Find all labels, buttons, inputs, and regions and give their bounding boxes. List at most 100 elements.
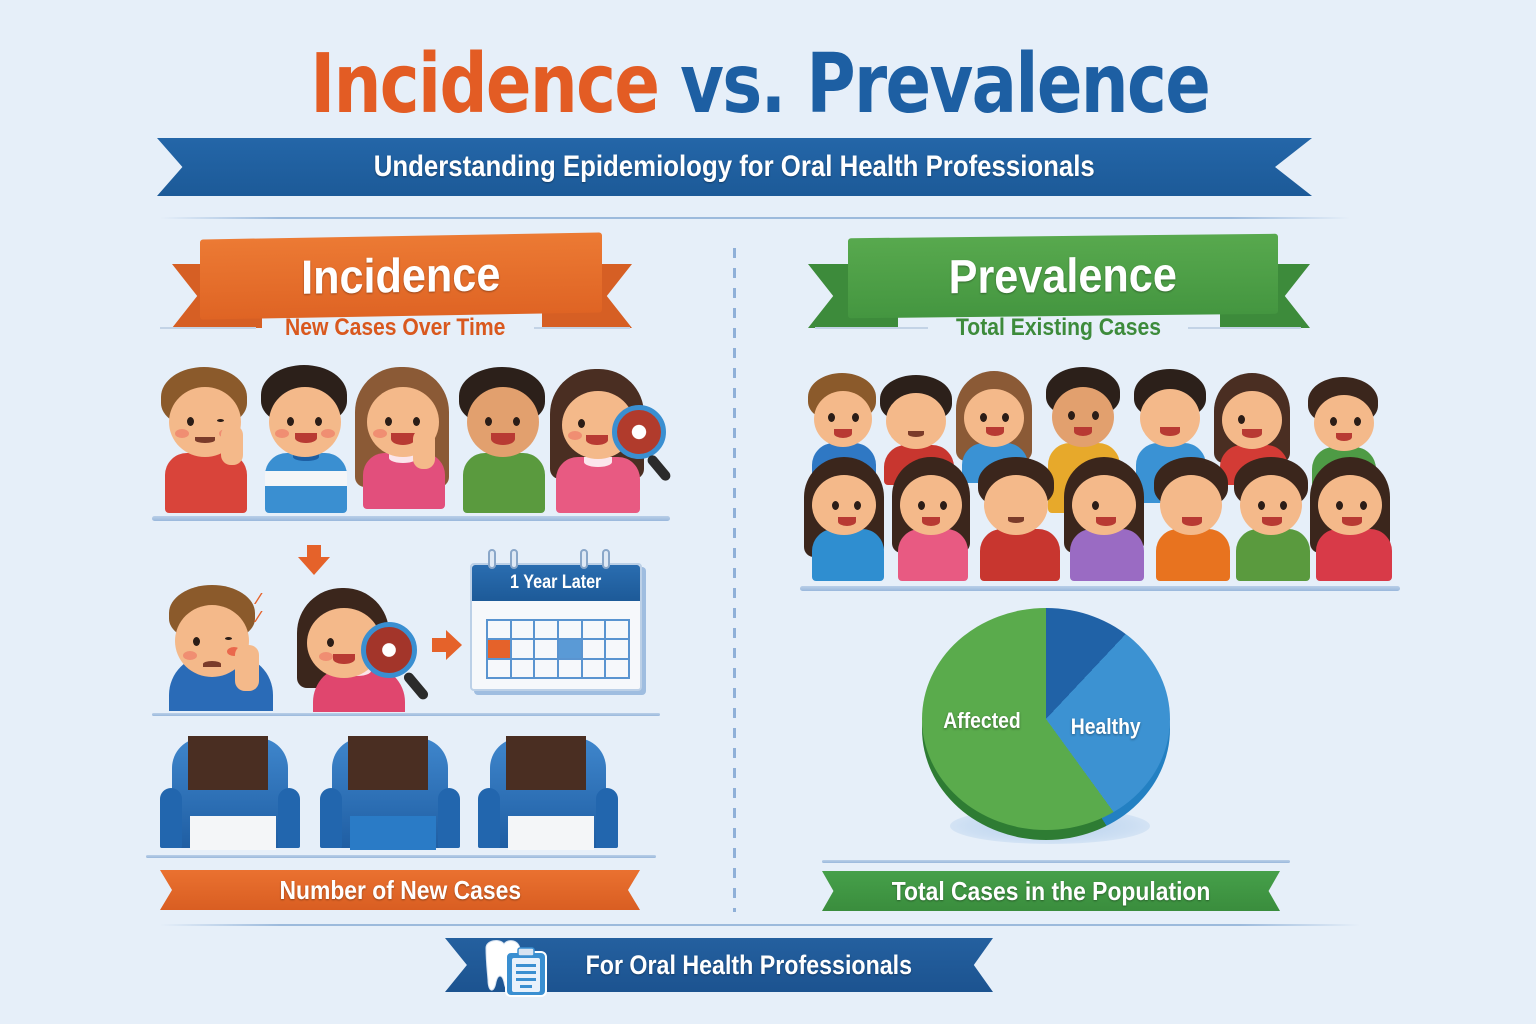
- prevalence-bottom-ribbon: Total Cases in the Population: [822, 871, 1280, 911]
- eye: [485, 417, 492, 426]
- calendar-label: 1 Year Later: [510, 572, 602, 593]
- chair-arm: [438, 788, 460, 848]
- divider-line: [160, 327, 256, 329]
- eye: [327, 638, 334, 647]
- hair: [348, 736, 428, 790]
- hand: [221, 425, 243, 465]
- incidence-ribbon-main: Incidence: [200, 232, 602, 320]
- shelf-line: [822, 860, 1290, 863]
- mouth-frown: [203, 661, 221, 667]
- face: [269, 387, 341, 457]
- incidence-subtitle: New Cases Over Time: [284, 314, 506, 341]
- pie-label-affected: Affected: [943, 708, 1021, 733]
- hand: [235, 645, 259, 691]
- chair-arm: [160, 788, 182, 848]
- mouth: [333, 654, 355, 664]
- pie-top: [922, 608, 1170, 830]
- footer-divider: [160, 924, 1360, 926]
- magnifier-handle: [645, 453, 673, 483]
- right-arrow-icon: [432, 630, 462, 660]
- prevalence-crowd: [800, 365, 1400, 585]
- shirt: [508, 816, 594, 850]
- chair-arm: [478, 788, 500, 848]
- face: [467, 387, 539, 457]
- prevalence-ribbon-main: Prevalence: [848, 233, 1278, 319]
- calendar-ring: [510, 549, 518, 569]
- incidence-subtitle-row: New Cases Over Time: [160, 314, 631, 342]
- eye: [578, 419, 585, 428]
- cheek: [321, 429, 335, 438]
- hair: [188, 736, 268, 790]
- calendar-end-marker: [558, 640, 583, 660]
- down-arrow-icon: [298, 545, 330, 575]
- prevalence-header-ribbon: Prevalence: [808, 233, 1310, 336]
- title-prevalence: Prevalence: [806, 37, 1210, 132]
- calendar-ring: [602, 549, 610, 569]
- incidence-bottom-label: Number of New Cases: [279, 874, 521, 905]
- title-vs: vs.: [680, 37, 786, 132]
- dental-chair-child: [478, 730, 618, 850]
- prevalence-title: Prevalence: [948, 248, 1178, 304]
- eye: [315, 417, 322, 426]
- chair-arm: [278, 788, 300, 848]
- mouth: [380, 794, 402, 806]
- shelf-line: [800, 586, 1400, 591]
- mouth: [220, 794, 242, 806]
- cheek: [275, 429, 289, 438]
- cheek: [319, 652, 333, 661]
- hand: [250, 788, 274, 832]
- mouth: [491, 433, 515, 445]
- mouth: [391, 433, 415, 445]
- divider-line: [815, 327, 928, 329]
- shirt: [463, 453, 545, 513]
- mouth: [195, 437, 215, 443]
- calendar-header: 1 Year Later: [472, 565, 640, 601]
- shelf-line: [146, 855, 656, 858]
- mouth: [538, 794, 560, 806]
- center-dashed-divider: [733, 248, 736, 912]
- chair-arm: [596, 788, 618, 848]
- dental-chair-child: [160, 730, 300, 850]
- incidence-header-ribbon: Incidence: [172, 232, 632, 336]
- incidence-kids-row-1: [152, 365, 673, 515]
- magnifier-icon: [361, 622, 417, 678]
- pain-lines-icon: ⁄ ⁄: [257, 591, 260, 626]
- hand: [410, 788, 434, 832]
- calendar-ring: [580, 549, 588, 569]
- mouth: [586, 435, 608, 445]
- footer-label: For Oral Health Professionals: [585, 949, 913, 980]
- calendar-icon: 1 Year Later: [470, 549, 648, 695]
- cheek: [568, 431, 582, 440]
- cheek: [183, 651, 197, 660]
- prevalence-bottom-label: Total Cases in the Population: [891, 875, 1211, 906]
- magnifier-handle: [401, 670, 431, 702]
- prevalence-subtitle-row: Total Existing Cases: [815, 314, 1301, 342]
- divider-line: [534, 327, 631, 329]
- incidence-bottom-ribbon: Number of New Cases: [160, 870, 640, 910]
- shirt: [190, 816, 276, 850]
- dental-chair-child: [320, 730, 460, 850]
- eye-wink: [217, 419, 224, 422]
- calendar-ring: [488, 549, 496, 569]
- calendar-body: 1 Year Later: [470, 563, 642, 691]
- collar: [293, 453, 319, 461]
- header-divider: [160, 217, 1350, 219]
- divider-line: [1188, 327, 1301, 329]
- mouth: [295, 433, 317, 443]
- prevalence-pie-chart: Affected Healthy: [920, 608, 1172, 848]
- eye: [413, 417, 420, 426]
- subtitle-text: Understanding Epidemiology for Oral Heal…: [373, 150, 1096, 183]
- cheek: [373, 429, 387, 438]
- incidence-kids-row-3: [160, 730, 650, 855]
- main-title: Incidence vs. Prevalence: [130, 30, 1390, 140]
- prevalence-subtitle: Total Existing Cases: [955, 314, 1161, 341]
- magnifier-icon: [612, 405, 666, 459]
- pie-label-healthy: Healthy: [1070, 714, 1141, 739]
- shelf-line: [152, 516, 670, 521]
- chair-arm: [320, 788, 342, 848]
- shirt: [265, 453, 347, 513]
- eye: [187, 417, 194, 426]
- hair: [506, 736, 586, 790]
- eye: [513, 417, 520, 426]
- eye: [287, 417, 294, 426]
